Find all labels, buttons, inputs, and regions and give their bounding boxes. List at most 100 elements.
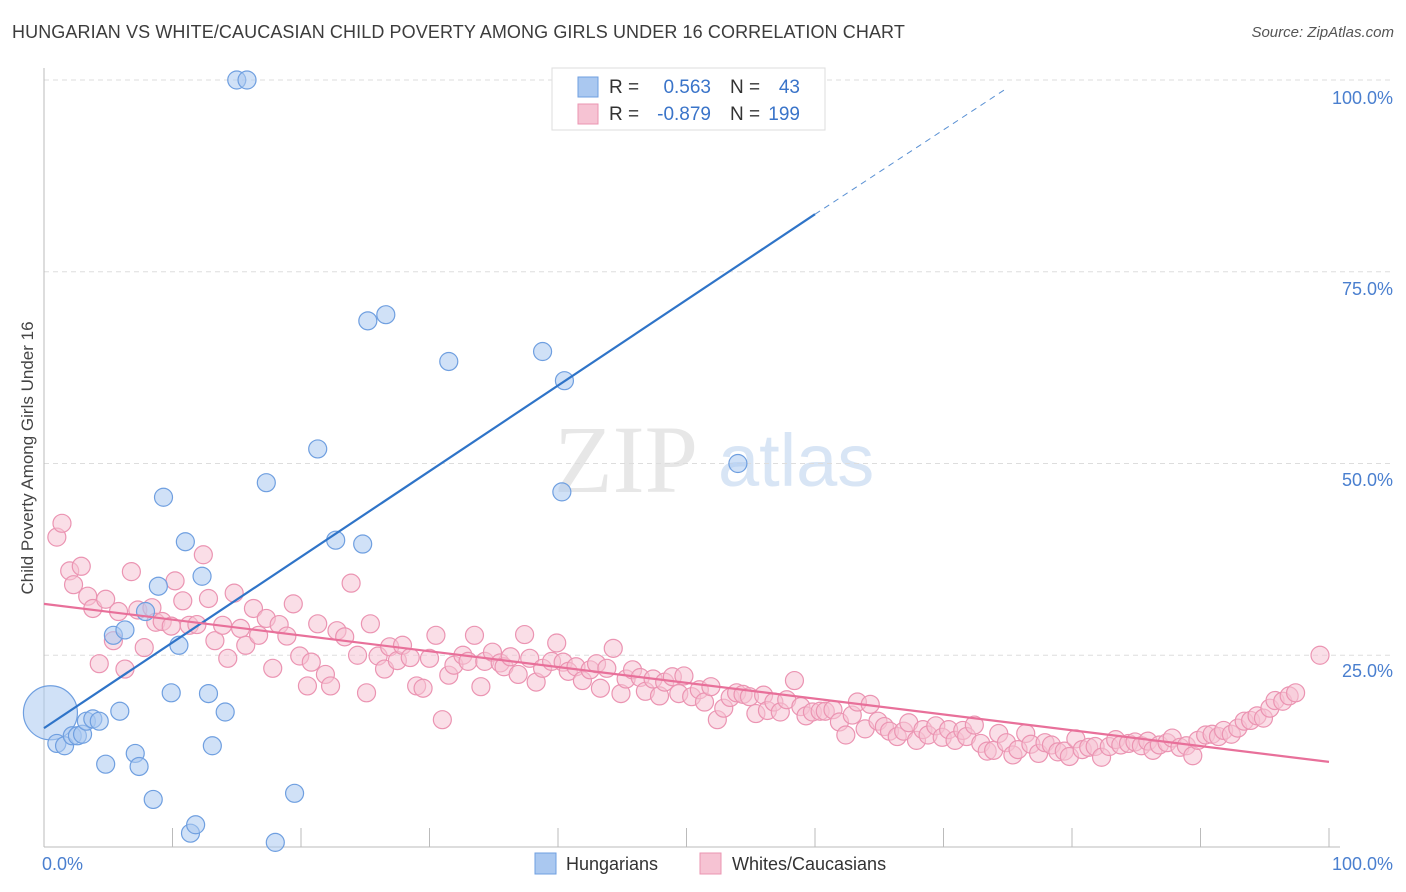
legend-n-label: N = bbox=[730, 104, 760, 125]
data-point bbox=[277, 626, 297, 646]
data-point bbox=[89, 654, 109, 674]
data-point bbox=[256, 473, 276, 493]
data-point bbox=[784, 670, 805, 691]
data-point bbox=[63, 575, 84, 595]
data-point bbox=[243, 598, 264, 619]
x-tick-label-max: 100.0% bbox=[1332, 854, 1393, 874]
data-point bbox=[552, 482, 572, 502]
data-point bbox=[301, 652, 321, 672]
data-point bbox=[836, 725, 856, 745]
data-point bbox=[148, 576, 168, 596]
data-point bbox=[265, 832, 285, 852]
data-point bbox=[426, 625, 446, 645]
data-point bbox=[547, 633, 567, 653]
legend-swatch-whites bbox=[577, 103, 599, 125]
bottom-legend-label: Whites/Caucasians bbox=[732, 854, 886, 874]
data-point bbox=[71, 556, 91, 576]
series-hungarians bbox=[22, 70, 748, 852]
trend-line-hungarians-extension bbox=[814, 87, 1009, 215]
data-point bbox=[193, 545, 213, 565]
data-point bbox=[360, 614, 380, 634]
y-tick-label: 100.0% bbox=[1332, 88, 1393, 108]
data-point bbox=[341, 573, 361, 593]
data-point bbox=[202, 736, 222, 756]
data-point bbox=[439, 351, 459, 372]
legend-r-value: 0.563 bbox=[663, 77, 711, 98]
data-point bbox=[320, 676, 341, 696]
data-point bbox=[335, 627, 355, 647]
data-point bbox=[353, 534, 373, 554]
data-point bbox=[464, 625, 485, 645]
data-point bbox=[358, 311, 378, 331]
data-point bbox=[186, 815, 206, 835]
data-point bbox=[198, 683, 219, 704]
data-point bbox=[161, 683, 181, 703]
data-point bbox=[115, 620, 135, 640]
x-axis-ticks bbox=[172, 828, 1330, 847]
data-point bbox=[173, 591, 193, 611]
data-point bbox=[728, 453, 748, 474]
y-tick-label: 25.0% bbox=[1342, 661, 1393, 681]
legend-r-value: -0.879 bbox=[657, 104, 711, 125]
data-point bbox=[121, 562, 141, 582]
data-point bbox=[263, 658, 283, 678]
data-point bbox=[347, 645, 368, 665]
data-point bbox=[432, 710, 452, 730]
data-point bbox=[283, 594, 303, 614]
data-point bbox=[400, 647, 420, 668]
data-point bbox=[514, 624, 535, 645]
data-point bbox=[508, 664, 528, 685]
y-axis-label: Child Poverty Among Girls Under 16 bbox=[18, 321, 37, 594]
data-point bbox=[129, 756, 149, 777]
data-point bbox=[215, 702, 235, 722]
legend-n-value: 199 bbox=[768, 104, 800, 125]
data-point bbox=[297, 676, 318, 696]
data-point bbox=[134, 637, 154, 658]
data-point bbox=[471, 677, 491, 697]
data-point bbox=[175, 532, 195, 552]
data-point bbox=[205, 631, 225, 651]
trend-line-whites-caucasians bbox=[43, 602, 1330, 763]
y-tick-label: 50.0% bbox=[1342, 470, 1393, 490]
legend: R = 0.563 N = 43 R = -0.879 N = 199 bbox=[551, 67, 826, 131]
data-point bbox=[603, 638, 623, 658]
data-point bbox=[1285, 683, 1306, 703]
legend-r-label: R = bbox=[609, 77, 639, 98]
bottom-legend-label: Hungarians bbox=[566, 854, 658, 874]
data-point bbox=[96, 589, 116, 609]
trend-line-hungarians bbox=[43, 213, 816, 730]
data-point bbox=[236, 635, 256, 655]
data-point bbox=[110, 701, 130, 721]
data-point bbox=[964, 715, 984, 735]
bottom-legend: Hungarians Whites/Caucasians bbox=[534, 852, 886, 875]
data-point bbox=[192, 566, 212, 586]
legend-n-label: N = bbox=[730, 77, 760, 98]
data-point bbox=[218, 648, 238, 668]
source-label: Source: ZipAtlas.com bbox=[1251, 24, 1394, 41]
gridlines bbox=[44, 79, 1393, 656]
legend-r-label: R = bbox=[609, 104, 639, 125]
data-point bbox=[143, 789, 163, 810]
legend-n-value: 43 bbox=[779, 77, 800, 98]
series-whites-caucasians bbox=[47, 513, 1330, 767]
data-point bbox=[413, 678, 433, 698]
chart-title: HUNGARIAN VS WHITE/CAUCASIAN CHILD POVER… bbox=[12, 22, 905, 42]
data-point bbox=[52, 513, 72, 533]
data-point bbox=[198, 588, 219, 609]
data-point bbox=[674, 666, 694, 686]
y-tick-label: 75.0% bbox=[1342, 279, 1393, 299]
data-point bbox=[590, 678, 611, 698]
data-point bbox=[89, 711, 109, 731]
data-point bbox=[96, 754, 116, 774]
data-point bbox=[308, 439, 328, 459]
data-point bbox=[153, 487, 174, 507]
data-point bbox=[165, 571, 185, 591]
trend-lines bbox=[43, 87, 1330, 763]
data-point bbox=[237, 70, 257, 90]
x-tick-label-min: 0.0% bbox=[42, 854, 83, 874]
data-point bbox=[376, 305, 396, 325]
data-point bbox=[308, 614, 328, 634]
data-point bbox=[532, 341, 553, 362]
data-point bbox=[419, 648, 440, 668]
